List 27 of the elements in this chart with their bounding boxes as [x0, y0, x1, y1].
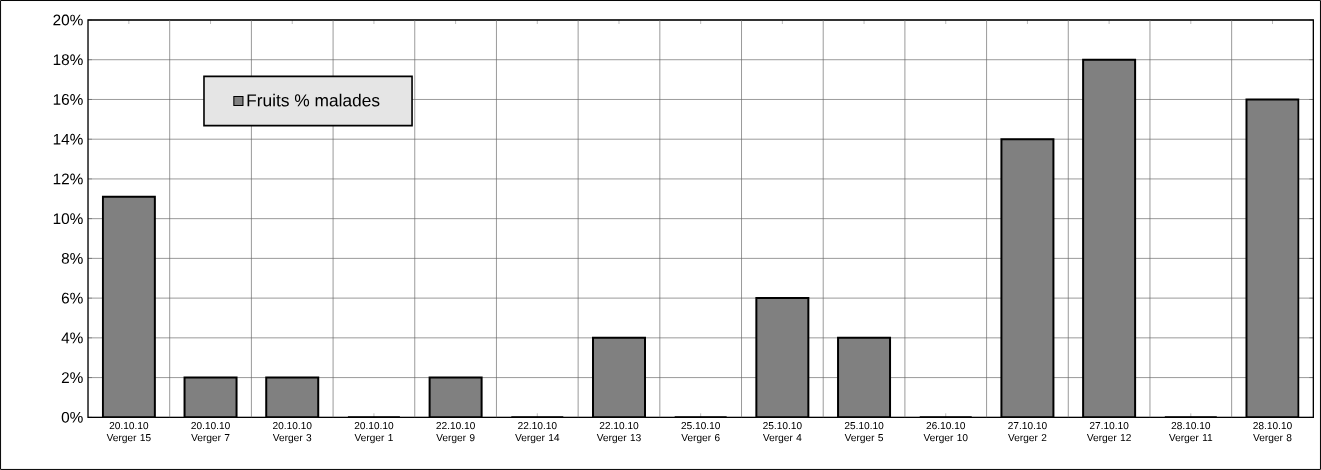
x-tick-label: 25.10.10 Verger 6	[681, 422, 720, 444]
y-tick-label: 20%	[53, 14, 83, 26]
y-tick-label: 4%	[61, 332, 83, 344]
x-tick-label: 20.10.10 Verger 1	[354, 422, 394, 444]
y-tick-label: 8%	[61, 252, 83, 264]
y-tick-label: 0%	[61, 411, 83, 423]
y-tick-label: 16%	[53, 94, 83, 105]
x-tick-label: 26.10.10 Verger 10	[923, 422, 968, 444]
x-tick-label: 22.10.10 Verger 9	[436, 422, 475, 444]
y-tick-label: 14%	[53, 133, 83, 145]
y-tick-label: 2%	[61, 372, 83, 383]
x-tick-label: 27.10.10 Verger 2	[1008, 422, 1047, 444]
legend-label: Fruits % malades	[247, 93, 380, 107]
y-tick-label: 18%	[53, 54, 83, 66]
x-tick-label: 20.10.10 Verger 7	[191, 422, 230, 444]
x-tick-label: 25.10.10 Verger 4	[762, 422, 802, 444]
x-tick-label: 25.10.10 Verger 5	[844, 422, 884, 444]
x-tick-label: 22.10.10 Verger 14	[515, 422, 560, 444]
x-tick-label: 28.10.10 Verger 8	[1253, 422, 1292, 444]
y-tick-label: 10%	[53, 213, 83, 225]
x-tick-label: 22.10.10 Verger 13	[596, 422, 641, 444]
x-tick-label: 27.10.10 Verger 12	[1086, 422, 1131, 444]
x-tick-label: 20.10.10 Verger 15	[106, 422, 151, 444]
y-tick-label: 12%	[53, 173, 83, 185]
x-tick-label: 20.10.10 Verger 3	[272, 422, 312, 444]
y-tick-label: 6%	[61, 292, 83, 304]
x-tick-label: 28.10.10 Verger 11	[1168, 422, 1213, 444]
